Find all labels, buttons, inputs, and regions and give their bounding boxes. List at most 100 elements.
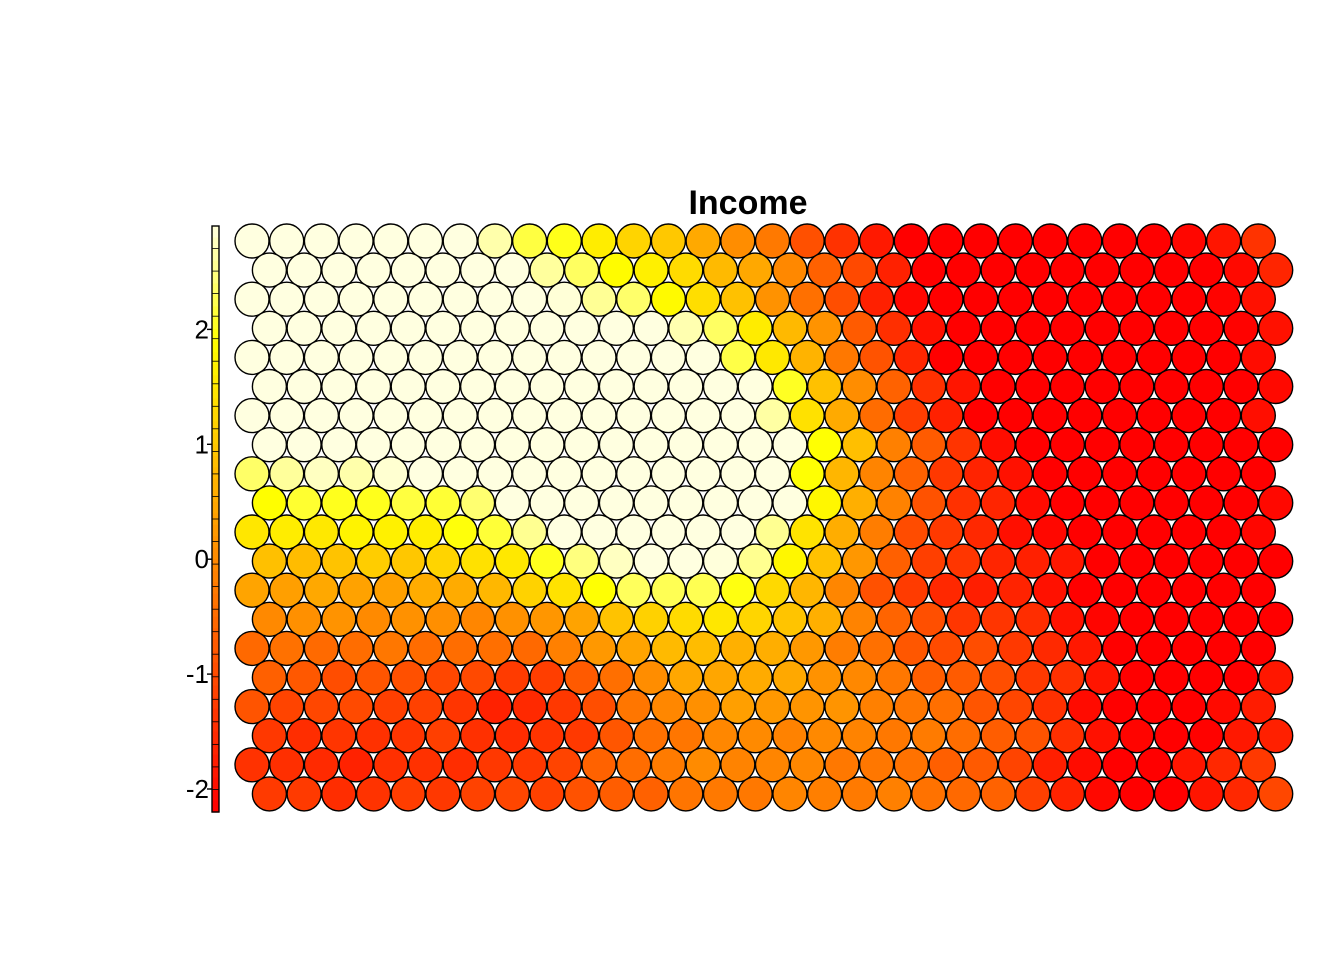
cell	[1223, 368, 1259, 405]
cell	[789, 688, 825, 725]
cell	[928, 223, 964, 259]
cell	[789, 281, 825, 317]
cell	[928, 339, 964, 376]
cell	[563, 485, 600, 521]
cell	[511, 688, 548, 725]
cell	[269, 223, 305, 259]
cell	[806, 427, 843, 463]
cell	[234, 456, 270, 492]
cell	[1257, 659, 1294, 696]
cell	[876, 368, 912, 405]
cell	[1084, 718, 1120, 754]
cell	[963, 572, 999, 608]
cell	[1084, 485, 1120, 521]
cell	[1101, 339, 1138, 376]
cell	[1067, 630, 1103, 667]
cell	[598, 368, 635, 405]
cell	[928, 514, 964, 550]
colorbar-segment	[212, 317, 219, 331]
cell	[269, 747, 305, 783]
cell	[720, 630, 756, 667]
cell	[668, 718, 704, 754]
cell	[581, 397, 617, 434]
cell	[945, 601, 982, 637]
cell	[893, 281, 929, 317]
cell	[425, 543, 461, 579]
colorbar-segment	[212, 409, 219, 422]
cell	[1067, 688, 1103, 725]
cell	[355, 601, 392, 637]
cell	[963, 514, 999, 550]
cell	[858, 397, 895, 434]
cell	[303, 630, 340, 667]
cell	[598, 427, 635, 463]
cell	[720, 688, 756, 725]
cell	[477, 630, 513, 667]
cell	[668, 368, 704, 405]
cell	[616, 223, 652, 259]
colorbar-segment	[212, 329, 219, 342]
cell	[685, 630, 721, 667]
cell	[893, 630, 929, 667]
cell	[459, 310, 496, 346]
cell	[442, 339, 478, 376]
cell	[633, 252, 669, 288]
cell	[702, 368, 739, 405]
colorbar-segment	[212, 260, 219, 273]
cell	[1119, 776, 1155, 812]
cell	[581, 688, 617, 725]
cell	[442, 630, 478, 667]
cell	[893, 747, 929, 783]
cell	[1084, 543, 1120, 579]
cell	[581, 223, 617, 259]
cell	[824, 223, 860, 259]
cell	[668, 310, 704, 346]
cell	[321, 543, 357, 579]
cell	[511, 572, 548, 608]
cell	[1205, 514, 1242, 550]
cell	[338, 339, 374, 376]
cell	[997, 514, 1034, 550]
cell	[1257, 485, 1294, 521]
cell	[390, 776, 426, 812]
cell	[1015, 718, 1051, 754]
cell	[529, 368, 565, 405]
cell	[963, 339, 999, 376]
cell	[1171, 397, 1207, 434]
cell	[355, 776, 392, 812]
cell	[251, 601, 288, 637]
cell	[980, 601, 1016, 637]
colorbar-segment	[212, 651, 219, 664]
cell	[355, 543, 392, 579]
cell	[407, 456, 444, 492]
cell	[754, 514, 791, 550]
cell	[911, 776, 947, 812]
cell	[997, 281, 1034, 317]
cell	[668, 543, 704, 579]
cell	[1188, 485, 1225, 521]
colorbar-segment	[212, 524, 219, 537]
cell	[581, 281, 617, 317]
cell	[737, 659, 773, 696]
cell	[234, 281, 270, 317]
cell	[338, 630, 374, 667]
colorbar-segment	[212, 478, 219, 491]
cell	[598, 601, 635, 637]
cell	[1119, 485, 1155, 521]
cell	[251, 718, 288, 754]
cell	[511, 339, 548, 376]
cell	[616, 572, 652, 608]
cell	[616, 514, 652, 550]
colorbar-segment	[212, 605, 219, 618]
cell	[772, 252, 808, 288]
cell	[459, 543, 496, 579]
cell	[737, 368, 773, 405]
cell	[1101, 688, 1138, 725]
cell	[286, 310, 322, 346]
cell	[303, 572, 340, 608]
cell	[858, 456, 895, 492]
cell	[1188, 252, 1225, 288]
cell	[1240, 456, 1277, 492]
cell	[824, 397, 860, 434]
cell	[1257, 368, 1294, 405]
